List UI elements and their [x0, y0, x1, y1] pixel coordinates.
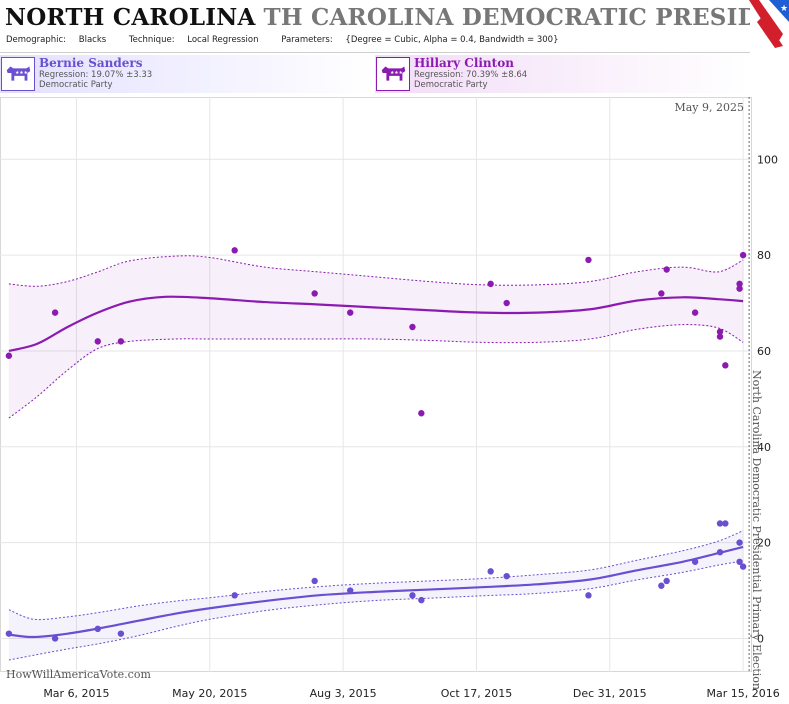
election-marker-label: North Carolina Democratic Presidential P… [750, 370, 763, 690]
svg-text:★★★: ★★★ [15, 70, 28, 76]
plot-frame [0, 97, 752, 672]
hillary-clinton-poll-point [736, 285, 743, 292]
bernie-sanders-poll-point [347, 587, 354, 594]
hillary-clinton-poll-point [94, 338, 101, 345]
hillary-clinton-poll-point [739, 251, 747, 259]
current-date-label: May 9, 2025 [674, 101, 744, 114]
bernie-sanders-poll-point [503, 572, 510, 580]
site-watermark: HowWillAmericaVote.com [6, 668, 151, 681]
donkey-icon: ★★★ [1, 57, 35, 91]
bernie-sanders-regression-line [8, 545, 744, 639]
bernie-sanders-poll-point [722, 520, 729, 527]
bernie-sanders-upper-bound [8, 530, 744, 621]
hillary-clinton-poll-point [311, 290, 318, 297]
hillary-clinton-lower-bound [8, 324, 744, 419]
legend-bernie-sanders[interactable]: ★★★ Bernie Sanders Regression: 19.07% ±3… [0, 55, 374, 93]
svg-text:★: ★ [780, 4, 788, 14]
hillary-clinton-poll-point [736, 280, 743, 288]
x-tick-label: Aug 3, 2015 [310, 687, 377, 700]
y-tick-label: 40 [757, 441, 771, 454]
candidate-regression: Regression: 70.39% ±8.64 [414, 70, 528, 80]
bernie-sanders-poll-point [94, 625, 101, 633]
hillary-clinton-poll-point [716, 333, 724, 340]
technique-value: Local Regression [187, 35, 259, 45]
hillary-clinton-poll-point [663, 266, 670, 273]
bernie-sanders-confidence-band [8, 530, 744, 661]
hillary-clinton-poll-point [658, 290, 665, 297]
x-tick-label: May 20, 2015 [172, 687, 247, 700]
x-tick-label: Dec 31, 2015 [573, 687, 647, 700]
y-tick-label: 60 [757, 345, 771, 358]
chart-title: NORTH CAROLINA TH CAROLINA DEMOCRATIC PRE… [5, 4, 750, 31]
donkey-icon: ★★★ [376, 57, 410, 91]
candidate-name: Bernie Sanders [39, 56, 143, 70]
hillary-clinton-upper-bound [8, 255, 744, 287]
hillary-clinton-poll-point [409, 323, 416, 331]
hillary-clinton-regression-line [8, 295, 744, 353]
demographic-label: Demographic: [6, 35, 67, 45]
technique-label: Technique: [128, 35, 175, 45]
x-tick-label: Oct 17, 2015 [441, 687, 513, 700]
bernie-sanders-poll-point [5, 630, 13, 637]
hillary-clinton-poll-point [5, 352, 13, 359]
bernie-sanders-poll-point [585, 592, 592, 599]
race-title: TH CAROLINA DEMOCRATIC PRESIDENTIAL I [263, 4, 750, 31]
hillary-clinton-poll-point [347, 309, 354, 316]
y-tick-label: 100 [757, 153, 778, 166]
parameter-line: Demographic: Blacks Technique: Local Reg… [6, 35, 578, 45]
legend-hillary-clinton[interactable]: ★★★ Hillary Clinton Regression: 70.39% ±… [375, 55, 749, 93]
bernie-sanders-poll-point [663, 577, 670, 585]
hillary-clinton-poll-point [503, 299, 510, 307]
bernie-sanders-poll-point [658, 582, 665, 589]
bernie-sanders-poll-point [51, 635, 59, 642]
candidate-party: Democratic Party [39, 80, 113, 90]
bernie-sanders-poll-point [231, 592, 238, 599]
hillary-clinton-poll-point [585, 256, 592, 264]
parameters-label: Parameters: [281, 35, 333, 45]
candidate-party: Democratic Party [414, 80, 488, 90]
bernie-sanders-poll-point [418, 596, 425, 604]
y-tick-label: 20 [757, 537, 771, 550]
bernie-sanders-poll-point [487, 568, 494, 575]
y-tick-label: 0 [757, 632, 764, 645]
candidate-name: Hillary Clinton [414, 56, 514, 70]
chart-header: NORTH CAROLINA TH CAROLINA DEMOCRATIC PRE… [0, 0, 750, 53]
bernie-sanders-poll-point [409, 592, 416, 599]
bernie-sanders-poll-point [716, 520, 724, 527]
flag-logo-icon: ★ [747, 0, 789, 50]
hillary-clinton-poll-point [691, 309, 699, 316]
bernie-sanders-poll-point [311, 577, 318, 585]
bernie-sanders-poll-point [716, 549, 724, 556]
hillary-clinton-poll-point [716, 328, 724, 335]
hillary-clinton-poll-point [231, 247, 238, 254]
svg-text:★★★: ★★★ [390, 70, 403, 76]
hillary-clinton-poll-point [51, 309, 59, 316]
bernie-sanders-poll-point [736, 539, 743, 546]
state-title: NORTH CAROLINA [5, 4, 256, 31]
bernie-sanders-poll-point [739, 563, 747, 570]
bernie-sanders-poll-point [117, 630, 125, 637]
y-tick-label: 80 [757, 249, 771, 262]
demographic-value: Blacks [78, 35, 107, 45]
hillary-clinton-poll-point [722, 362, 729, 369]
hillary-clinton-poll-point [117, 338, 125, 345]
bernie-sanders-poll-point [691, 558, 699, 565]
hillary-clinton-poll-point [418, 410, 425, 417]
hillary-clinton-confidence-band [8, 256, 744, 419]
candidate-regression: Regression: 19.07% ±3.33 [39, 70, 153, 80]
hillary-clinton-poll-point [487, 280, 494, 288]
bernie-sanders-poll-point [736, 558, 743, 565]
parameters-value: {Degree = Cubic, Alpha = 0.4, Bandwidth … [345, 35, 559, 45]
x-tick-label: Mar 15, 2016 [706, 687, 779, 700]
x-tick-label: Mar 6, 2015 [43, 687, 109, 700]
